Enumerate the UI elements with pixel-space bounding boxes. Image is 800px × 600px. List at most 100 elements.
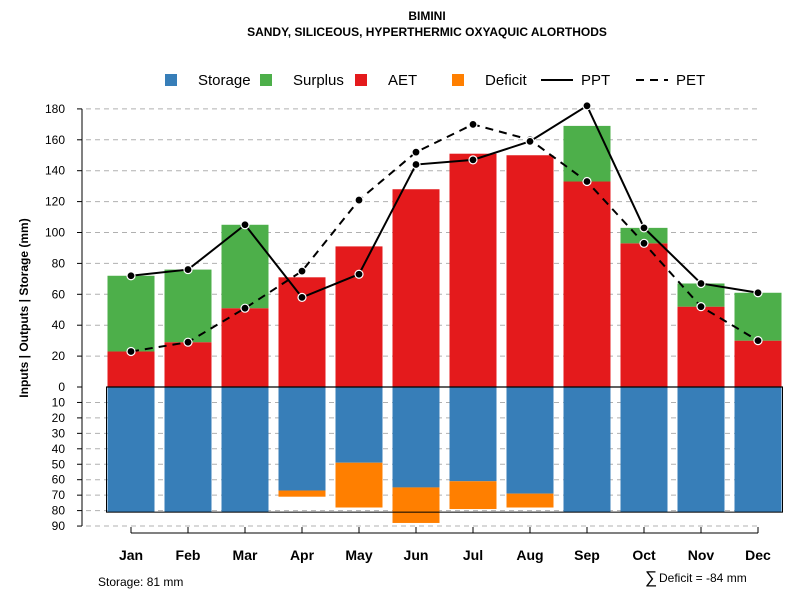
x-tick-label-jul: Jul bbox=[463, 547, 483, 563]
chart-subtitle: SANDY, SILICEOUS, HYPERTHERMIC OXYAQUIC … bbox=[247, 25, 607, 39]
point-pet-mar bbox=[240, 303, 250, 313]
line-pet bbox=[130, 123, 759, 353]
tick-label-upper-100: 100 bbox=[45, 226, 65, 240]
point-pet-jun bbox=[411, 147, 421, 157]
point-ppt-jul bbox=[468, 155, 478, 165]
bar-storage-jul bbox=[449, 387, 497, 482]
bar-aet-mar bbox=[221, 308, 269, 387]
bar-aet-nov bbox=[677, 306, 725, 387]
bar-storage-feb bbox=[164, 387, 212, 513]
bar-storage-jun bbox=[392, 387, 440, 488]
bar-aet-sep bbox=[563, 181, 611, 387]
bar-surplus-nov bbox=[677, 283, 725, 307]
bar-aet-jun bbox=[392, 189, 440, 387]
x-tick-label-apr: Apr bbox=[290, 547, 315, 563]
bar-deficit-jul bbox=[449, 481, 497, 510]
chart-title: BIMINI bbox=[408, 9, 445, 23]
point-ppt-sep bbox=[582, 101, 592, 111]
y-axis-title: Inputs | Outputs | Storage (mm) bbox=[17, 218, 31, 397]
legend-label-pet: PET bbox=[676, 72, 705, 89]
x-tick-label-oct: Oct bbox=[632, 547, 656, 563]
x-tick-label-feb: Feb bbox=[176, 547, 201, 563]
point-ppt-may bbox=[354, 269, 364, 279]
tick-label-lower-70: 70 bbox=[52, 488, 66, 502]
tick-label-lower-20: 20 bbox=[52, 411, 66, 425]
tick-label-upper-140: 140 bbox=[45, 164, 65, 178]
tick-label-lower-50: 50 bbox=[52, 457, 66, 471]
bar-storage-dec bbox=[734, 387, 782, 513]
point-ppt-oct bbox=[639, 223, 649, 233]
point-pet-feb bbox=[183, 337, 193, 347]
legend-swatch-aet bbox=[355, 74, 367, 86]
tick-label-lower-10: 10 bbox=[52, 395, 66, 409]
tick-label-upper-120: 120 bbox=[45, 195, 65, 209]
bar-storage-apr bbox=[278, 387, 326, 491]
legend-label-surplus: Surplus bbox=[293, 72, 344, 89]
bar-surplus-jan bbox=[107, 275, 155, 352]
bar-deficit-jun bbox=[392, 487, 440, 523]
bars bbox=[107, 125, 782, 523]
point-ppt-feb bbox=[183, 264, 193, 275]
tick-label-lower-80: 80 bbox=[52, 504, 66, 518]
point-ppt-dec bbox=[753, 288, 763, 298]
tick-label-lower-60: 60 bbox=[52, 473, 66, 487]
bar-aet-jul bbox=[449, 153, 497, 387]
bar-deficit-aug bbox=[506, 493, 554, 508]
x-tick-label-nov: Nov bbox=[688, 547, 715, 563]
axes: 0204060801001201401601801020304050607080… bbox=[45, 102, 783, 563]
point-ppt-jan bbox=[126, 271, 136, 281]
point-pet-apr bbox=[297, 266, 307, 276]
tick-label-upper-180: 180 bbox=[45, 102, 65, 116]
tick-label-upper-60: 60 bbox=[52, 287, 66, 301]
bar-aet-may bbox=[335, 246, 383, 387]
x-tick-label-sep: Sep bbox=[574, 547, 600, 563]
legend-swatch-surplus bbox=[260, 74, 272, 86]
sigma-symbol: ∑ bbox=[645, 568, 657, 587]
legend-label-deficit: Deficit bbox=[485, 72, 528, 89]
point-pet-oct bbox=[639, 238, 649, 248]
x-tick-label-jan: Jan bbox=[119, 547, 143, 563]
point-ppt-mar bbox=[240, 220, 250, 230]
point-pet-jul bbox=[468, 119, 478, 129]
point-ppt-nov bbox=[696, 278, 706, 289]
bar-storage-mar bbox=[221, 387, 269, 513]
series-lines bbox=[126, 101, 763, 357]
tick-label-lower-90: 90 bbox=[52, 519, 66, 533]
legend: Storage Surplus AET Deficit PPT PET bbox=[165, 72, 705, 89]
point-pet-sep bbox=[582, 176, 592, 187]
tick-label-upper-0: 0 bbox=[58, 380, 65, 394]
point-ppt-apr bbox=[297, 292, 307, 302]
deficit-footnote: Deficit = -84 mm bbox=[659, 571, 747, 585]
tick-label-upper-160: 160 bbox=[45, 133, 65, 147]
tick-label-lower-40: 40 bbox=[52, 442, 66, 456]
x-tick-label-may: May bbox=[345, 547, 372, 563]
tick-label-upper-40: 40 bbox=[52, 318, 66, 332]
storage-footnote: Storage: 81 mm bbox=[98, 575, 183, 589]
bar-surplus-sep bbox=[563, 125, 611, 182]
legend-label-storage: Storage bbox=[198, 72, 251, 89]
bar-surplus-mar bbox=[221, 224, 269, 309]
point-pet-dec bbox=[753, 336, 763, 346]
bar-storage-nov bbox=[677, 387, 725, 513]
bar-surplus-feb bbox=[164, 269, 212, 343]
tick-label-lower-30: 30 bbox=[52, 426, 66, 440]
bar-storage-sep bbox=[563, 387, 611, 513]
legend-label-ppt: PPT bbox=[581, 72, 610, 89]
tick-label-upper-80: 80 bbox=[52, 256, 66, 270]
point-pet-may bbox=[354, 195, 364, 205]
x-tick-label-jun: Jun bbox=[404, 547, 429, 563]
point-ppt-aug bbox=[525, 136, 535, 146]
x-tick-label-aug: Aug bbox=[516, 547, 543, 563]
tick-label-upper-20: 20 bbox=[52, 349, 66, 363]
bar-storage-oct bbox=[620, 387, 668, 513]
bar-storage-may bbox=[335, 387, 383, 463]
bar-deficit-apr bbox=[278, 490, 326, 497]
legend-swatch-storage bbox=[165, 74, 177, 86]
point-pet-jan bbox=[126, 346, 136, 357]
bar-aet-feb bbox=[164, 342, 212, 387]
bar-aet-aug bbox=[506, 155, 554, 387]
bar-aet-oct bbox=[620, 243, 668, 387]
bar-surplus-dec bbox=[734, 292, 782, 341]
legend-swatch-deficit bbox=[452, 74, 464, 86]
